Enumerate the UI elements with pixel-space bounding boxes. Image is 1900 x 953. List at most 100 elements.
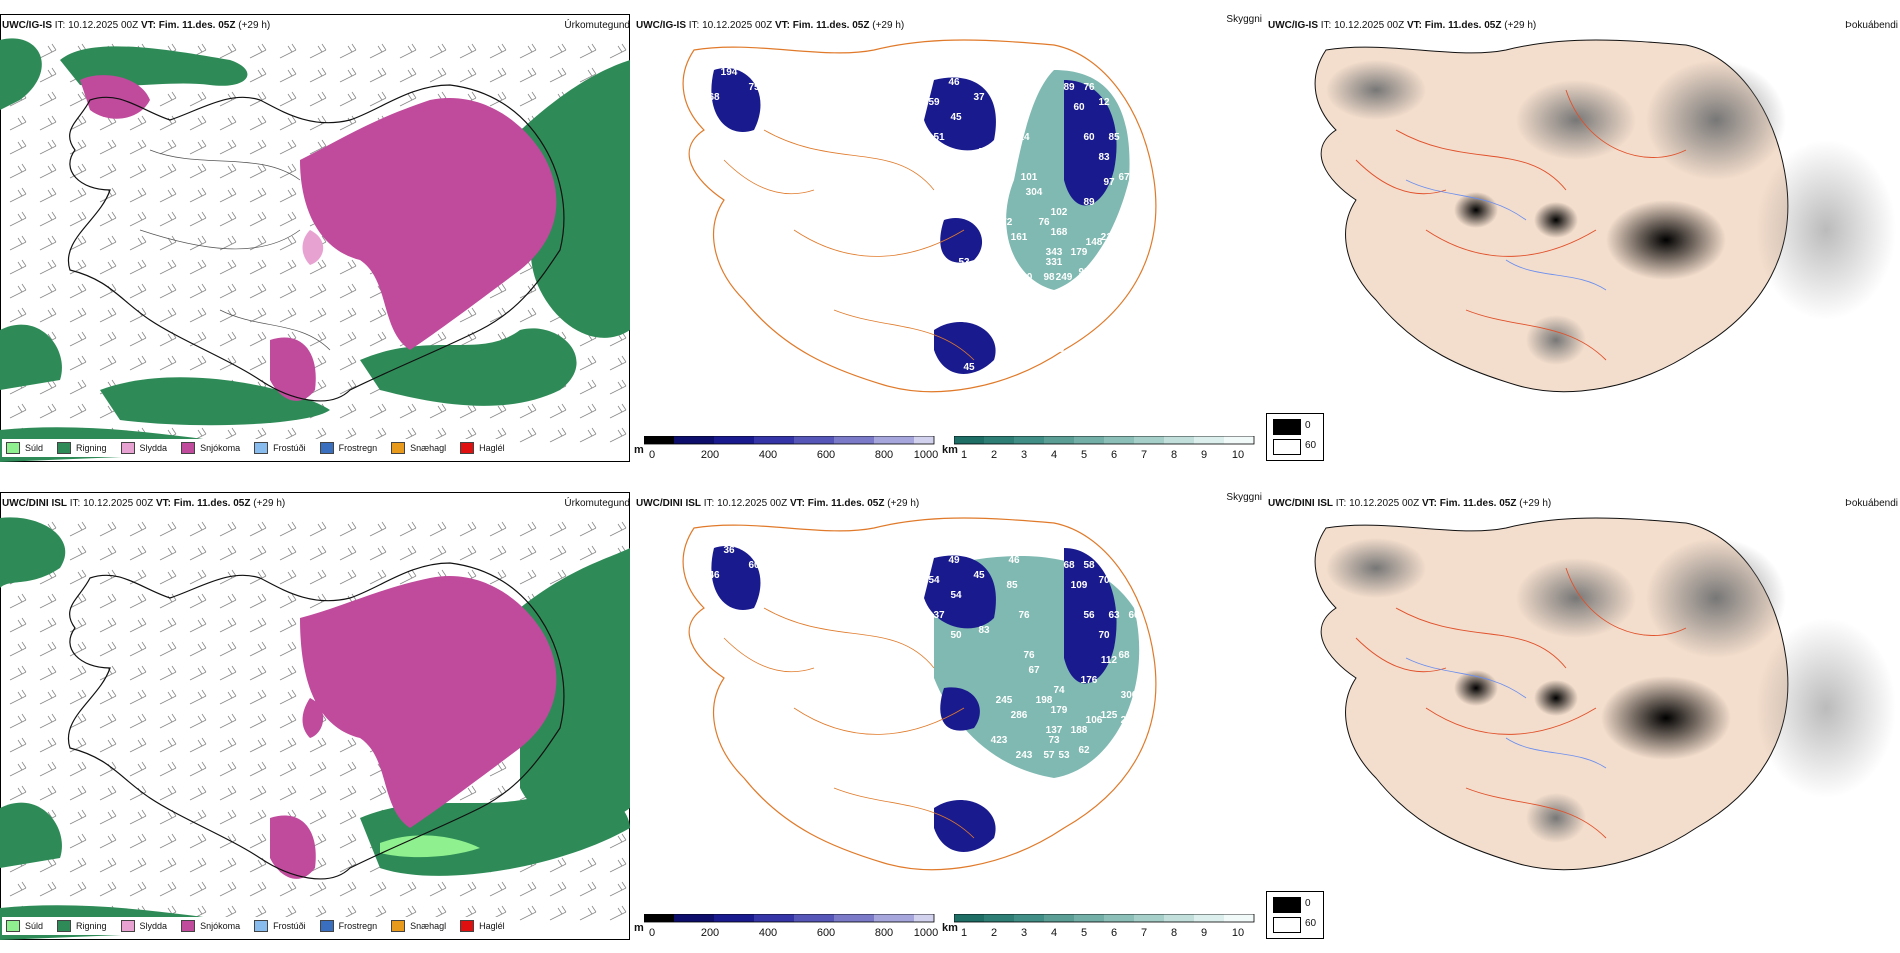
panel-title: UWC/IG-IS IT: 10.12.2025 00Z VT: Fim. 11… <box>2 20 271 31</box>
wind-barb <box>279 259 297 275</box>
panel-title: UWC/DINI ISL IT: 10.12.2025 00Z VT: Fim.… <box>2 498 286 509</box>
wind-barb <box>279 881 297 897</box>
wind-barb <box>429 403 447 419</box>
wind-barb <box>249 785 267 801</box>
wind-barb <box>99 737 117 753</box>
wind-barb <box>129 761 147 777</box>
wind-barb <box>39 689 57 705</box>
wind-barb <box>189 521 207 537</box>
wind-barb <box>219 283 237 299</box>
wind-barb <box>9 187 27 203</box>
ceiling-value-label: 46 <box>708 570 720 581</box>
colorbar-height: m 0 200 400 600 800 1000 <box>634 436 938 468</box>
panel-variable-name: Skyggni <box>1226 14 1262 25</box>
wind-barb <box>489 761 507 777</box>
wind-barb <box>279 211 297 227</box>
wind-barb <box>579 427 597 443</box>
legend-item: Snjókoma <box>181 442 240 454</box>
wind-barb <box>9 737 27 753</box>
wind-barb <box>69 665 87 681</box>
wind-barb <box>9 881 27 897</box>
ceiling-value-label: 45 <box>963 362 975 373</box>
wind-barb <box>339 355 357 371</box>
wind-barb <box>549 545 567 561</box>
wind-barb <box>399 91 417 107</box>
wind-barb <box>279 235 297 251</box>
wind-barb <box>159 91 177 107</box>
ceiling-value-label: 53 <box>1058 750 1070 761</box>
wind-barb <box>159 713 177 729</box>
ceiling-value-label: 245 <box>996 695 1013 706</box>
ceiling-value-label: 53 <box>958 257 970 268</box>
ceiling-value-label: 73 <box>1048 735 1060 746</box>
wind-barb <box>249 163 267 179</box>
ceiling-value-label: 217 <box>1056 312 1073 323</box>
wind-barb <box>279 521 297 537</box>
wind-barb <box>339 43 357 59</box>
ceiling-value-label: 304 <box>1026 187 1043 198</box>
ceiling-value-label: 176 <box>1081 675 1098 686</box>
wind-barb <box>549 905 567 921</box>
wind-barb <box>9 283 27 299</box>
wind-barb <box>99 331 117 347</box>
fog-legend-black-swatch <box>1273 897 1301 913</box>
wind-barb <box>69 307 87 323</box>
wind-barb <box>609 43 627 59</box>
wind-barb <box>99 593 117 609</box>
wind-barb <box>69 833 87 849</box>
wind-barb <box>159 521 177 537</box>
wind-barb <box>69 211 87 227</box>
ceiling-value-label: 269 <box>1051 327 1068 338</box>
ceiling-value-label: 60 <box>1073 102 1085 113</box>
wind-barb <box>69 403 87 419</box>
ceiling-value-label: 26 <box>963 392 975 403</box>
wind-barb <box>339 259 357 275</box>
wind-barb <box>159 641 177 657</box>
wind-barb <box>579 521 597 537</box>
wind-barb <box>249 689 267 705</box>
wind-barb <box>69 91 87 107</box>
wind-barb <box>99 545 117 561</box>
panel-fog-index: UWC/IG-IS IT: 10.12.2025 00Z VT: Fim. 11… <box>1266 0 1900 470</box>
wind-barb <box>219 593 237 609</box>
wind-barb <box>129 115 147 131</box>
wind-barb <box>189 115 207 131</box>
ceiling-value-label: 148 <box>1086 237 1103 248</box>
wind-barb <box>69 283 87 299</box>
wind-barb <box>159 569 177 585</box>
wind-barb <box>609 881 627 897</box>
wind-barb <box>69 235 87 251</box>
wind-barb <box>609 905 627 921</box>
wind-barb <box>189 665 207 681</box>
wind-barb <box>129 259 147 275</box>
legend-item: Slydda <box>120 920 167 932</box>
wind-barb <box>279 737 297 753</box>
ceiling-value-label: 111 <box>1096 775 1112 786</box>
wind-barb <box>129 139 147 155</box>
legend-swatch-haglel <box>460 442 475 454</box>
ceiling-value-label: 83 <box>978 625 990 636</box>
wind-barb <box>339 785 357 801</box>
colorbar-height-gradient <box>644 436 935 445</box>
legend-item: Snæhagl <box>391 442 446 454</box>
legend-item: Rigning <box>57 442 107 454</box>
wind-barb <box>39 91 57 107</box>
wind-barb <box>129 833 147 849</box>
ceiling-value-label: 54 <box>950 590 962 601</box>
legend-swatch-frostregn <box>319 442 334 454</box>
ceiling-value-label: 331 <box>1046 257 1063 268</box>
wind-barb <box>519 521 537 537</box>
wind-barb <box>129 689 147 705</box>
ceiling-value-label: 212 <box>1101 232 1118 243</box>
ceiling-value-label: 76 <box>1023 650 1035 661</box>
wind-barb <box>549 857 567 873</box>
colorbar-visibility-gradient <box>954 436 1255 445</box>
wind-barb <box>189 307 207 323</box>
wind-barb <box>309 283 327 299</box>
ceiling-value-label: 179 <box>1051 705 1068 716</box>
ceiling-value-label: 36 <box>723 545 735 556</box>
ceiling-value-label: 85 <box>1108 132 1120 143</box>
panel-fog-index: UWC/DINI ISL IT: 10.12.2025 00Z VT: Fim.… <box>1266 478 1900 948</box>
wind-barb <box>69 545 87 561</box>
fog-map <box>1314 517 1896 871</box>
